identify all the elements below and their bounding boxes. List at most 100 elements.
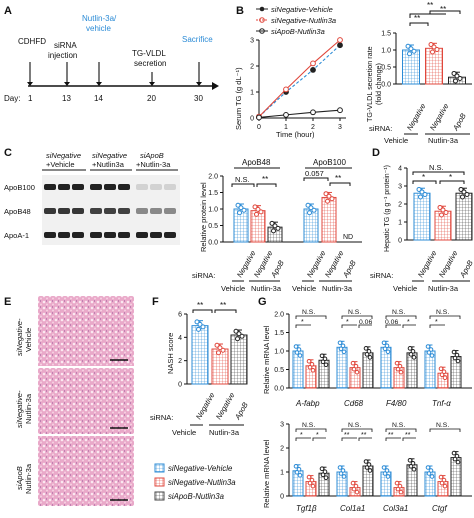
y-tick-label: 1.5 (208, 190, 218, 197)
replicate-point (364, 352, 370, 357)
g-dstar-4: ** (405, 432, 411, 439)
panel-a: A CDHFD siRNA injection Nutlin-3a/ vehic… (4, 5, 219, 103)
replicate-point (434, 47, 440, 53)
blot-band (90, 208, 102, 214)
replicate-point (307, 365, 313, 370)
panel-label-c: C (4, 147, 12, 159)
replicate-point (411, 467, 417, 472)
replicate-point (353, 363, 359, 369)
blot-band (104, 208, 116, 214)
c-p: 0.057 (305, 169, 324, 178)
series-line-1 (258, 44, 341, 118)
replicate-point (350, 360, 356, 366)
replicate-point (394, 480, 400, 486)
data-point (283, 111, 289, 118)
b2-grp-2: Nutlin-3a (428, 136, 459, 145)
b2-sirna: siRNA: (369, 124, 392, 133)
g-star-6: * (316, 432, 319, 439)
c-cat-3: ApoB (268, 259, 285, 280)
c-head-1a: siNegative (46, 151, 81, 160)
blot-band (72, 208, 84, 214)
blot-band (44, 208, 56, 214)
y-tick-label: 1 (280, 470, 284, 477)
replicate-point (340, 343, 346, 349)
replicate-point (429, 474, 435, 479)
replicate-point (460, 194, 465, 200)
y-tick-label: 1.0 (208, 207, 218, 214)
replicate-point (363, 459, 369, 464)
replicate-point (410, 461, 416, 466)
panel-e: E siNegative- Vehicle siNegative- Nutlin… (4, 296, 134, 506)
replicate-point (337, 465, 343, 470)
replicate-point (439, 372, 445, 378)
replicate-point (241, 207, 247, 213)
replicate-point (451, 349, 457, 355)
legend-b-2: siNegative-Nutlin3a (271, 16, 336, 25)
replicate-point (320, 472, 326, 478)
g-star-1: * (301, 319, 304, 326)
replicate-point (441, 477, 447, 483)
y-tick-label: 2 (178, 358, 182, 365)
b2-cat-2: Negative (428, 102, 451, 132)
legend-b-1: siNegative-Vehicle (271, 5, 333, 14)
f-sig-2: ** (220, 301, 226, 310)
g-gene-2: Cd68 (344, 399, 364, 408)
b-ylabel: Serum TG (g dL⁻¹) (234, 67, 243, 130)
replicate-point (451, 450, 457, 456)
replicate-point (351, 486, 357, 492)
replicate-point (364, 465, 370, 470)
replicate-point (397, 483, 403, 489)
y-tick-label: 2 (280, 446, 284, 453)
b2-ylabel-b: (fold change) (374, 63, 383, 105)
replicate-point (294, 470, 300, 475)
x-tick-label: 2 (311, 124, 315, 131)
d-star-2: * (449, 173, 452, 182)
replicate-point (322, 356, 328, 362)
day-14: 14 (94, 94, 103, 103)
replicate-point (381, 465, 387, 470)
blot-band (118, 232, 130, 238)
sirna-label: siRNA (54, 41, 77, 50)
g-p06-1: 0.06 (359, 319, 372, 326)
replicate-point (275, 225, 281, 231)
data-point (310, 109, 316, 116)
replicate-point (341, 474, 347, 479)
replicate-point (398, 489, 404, 495)
blot-band (72, 184, 84, 190)
replicate-point (410, 349, 416, 354)
replicate-point (385, 349, 391, 355)
y-tick-label: 2 (250, 64, 254, 71)
blot-band (72, 232, 84, 238)
b2-sig-3: ** (427, 1, 433, 10)
blot-band (44, 184, 56, 190)
blot-band (90, 184, 102, 190)
replicate-point (407, 51, 412, 57)
b2-ylabel: TG-VLDL secretion rate (365, 46, 374, 122)
replicate-point (311, 207, 317, 213)
g-ns-6: N.S. (348, 422, 361, 429)
d-star-1: * (422, 173, 425, 182)
replicate-point (407, 458, 413, 463)
c-star-1: ** (262, 175, 268, 184)
blot-band (164, 184, 176, 190)
replicate-point (323, 475, 329, 481)
y-tick-label: 0.0 (381, 82, 391, 89)
replicate-point (306, 359, 312, 364)
blot-band (44, 232, 56, 238)
g-ns-5: N.S. (302, 422, 315, 429)
replicate-point (320, 359, 326, 365)
g-ns-8: N.S. (436, 422, 449, 429)
replicate-point (200, 324, 206, 330)
figure-legend: siNegative-Vehicle siNegative-Nutlin3a s… (154, 463, 236, 501)
g-ns-3: N.S. (392, 309, 405, 316)
secretion-label: secretion (134, 59, 166, 68)
replicate-point (457, 75, 463, 81)
c-grp-3: Vehicle (292, 284, 316, 293)
panel-label-e: E (4, 296, 11, 308)
c-nd: ND (343, 234, 353, 241)
replicate-point (385, 474, 391, 479)
g-dstar-1: ** (344, 432, 350, 439)
data-point (337, 107, 343, 114)
panel-c: C siNegative +Vehicle siNegative +Nutlin… (4, 147, 362, 293)
